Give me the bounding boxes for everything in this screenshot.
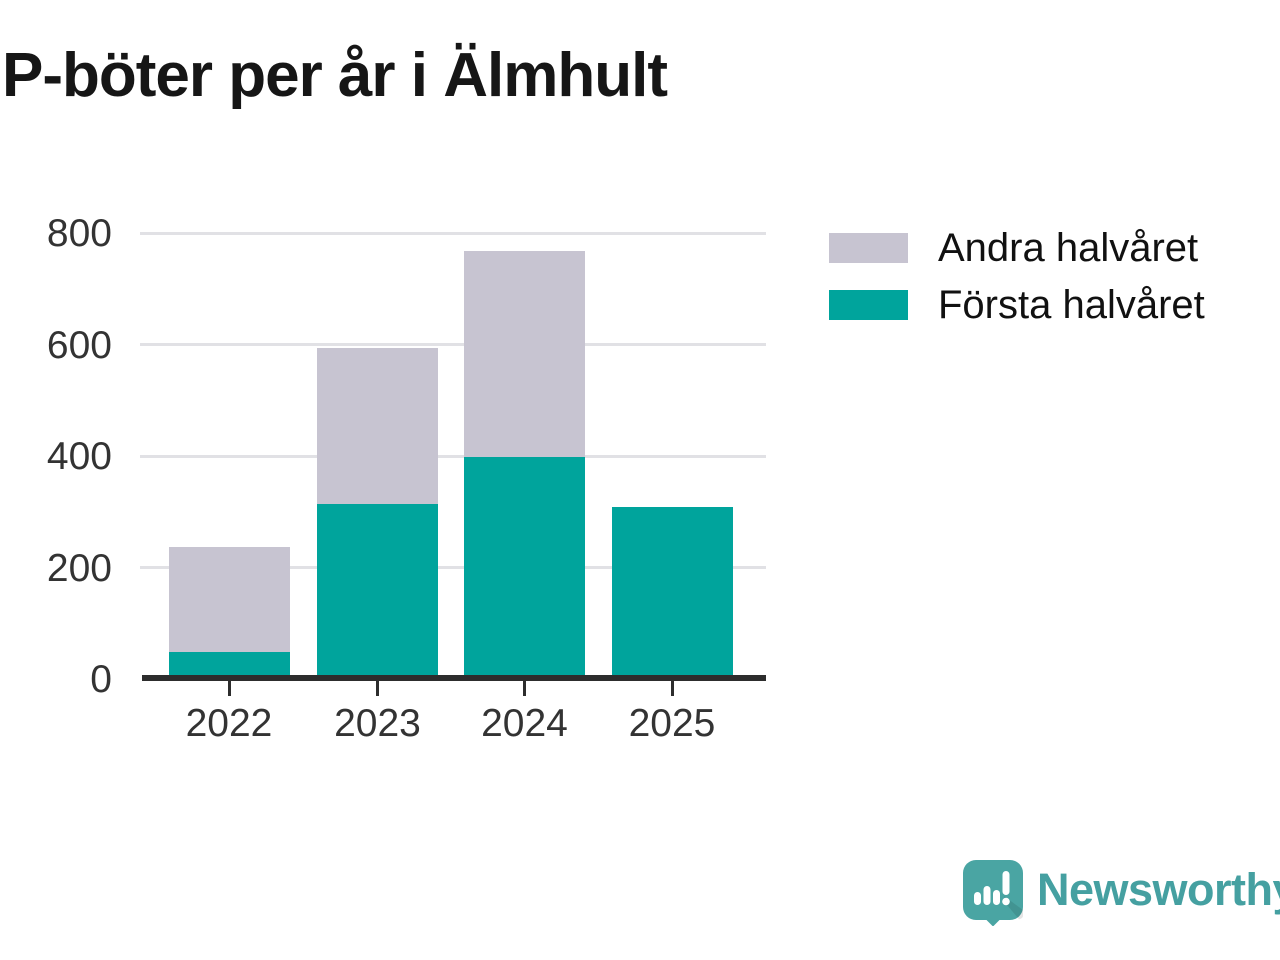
legend-label: Första halvåret [938,283,1205,327]
bar-segment-2025-första [611,506,733,677]
x-tick-label-2023: 2023 [334,702,421,745]
legend-label: Andra halvåret [938,226,1199,270]
y-tick-label-400: 400 [46,435,112,478]
legend-item-första: Första halvåret [829,285,1205,325]
brand-footer: Newsworthy [963,860,1280,926]
gridline-400 [140,454,766,458]
x-tick-label-2024: 2024 [481,702,568,745]
x-tick-mark-2024 [523,681,526,696]
gridline-600 [140,343,766,346]
legend-swatch [829,290,908,320]
legend-item-andra: Andra halvåret [829,228,1205,268]
gridline-200 [140,566,766,569]
y-tick-label-600: 600 [46,323,112,367]
brand-wordmark: Newsworthy [1037,863,1280,915]
chart-title: P-böter per år i Älmhult [2,41,668,110]
bar-segment-2023-andra [317,348,438,505]
gridline-800 [140,231,766,235]
legend: Andra halvåret Första halvåret [829,228,1205,347]
bar-segment-2022-andra [168,547,290,652]
y-tick-label-200: 200 [46,546,112,590]
x-tick-mark-2022 [227,681,231,696]
y-tick-label-800: 800 [46,212,112,255]
x-axis-line [142,675,766,681]
bar-segment-2022-första [168,651,290,677]
x-tick-mark-2025 [670,681,674,696]
x-tick-mark-2023 [376,681,379,696]
y-tick-label-0: 0 [90,658,112,701]
legend-swatch [829,233,908,263]
bar-segment-2024-andra [464,250,585,457]
bar-segment-2023-första [317,504,438,677]
bar-segment-2024-första [464,456,585,677]
x-tick-label-2022: 2022 [185,702,273,745]
newsworthy-logo-icon [963,860,1023,926]
x-tick-label-2025: 2025 [628,702,716,745]
